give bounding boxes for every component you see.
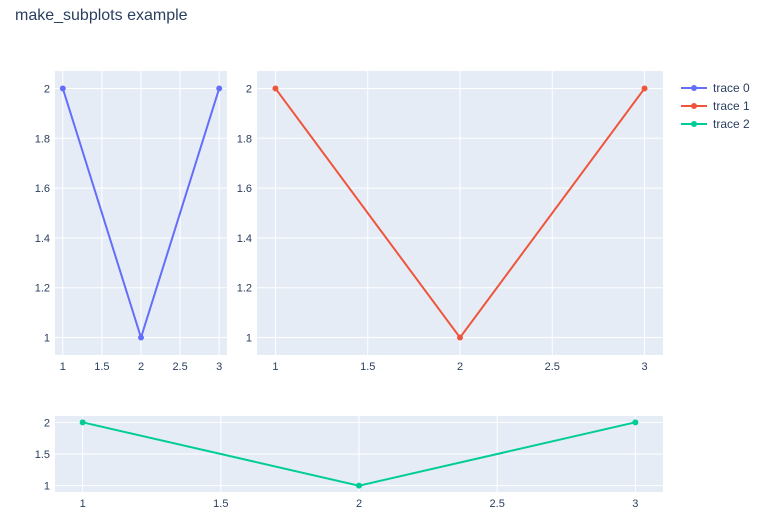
data-point <box>138 334 144 341</box>
data-point <box>216 85 223 92</box>
y-tick-label: 1 <box>44 333 50 345</box>
y-tick-label: 2 <box>44 417 50 429</box>
legend: trace 0 trace 1 trace 2 <box>681 81 750 131</box>
legend-label: trace 2 <box>713 117 750 131</box>
data-point <box>79 419 86 426</box>
x-tick-label: 2 <box>356 498 362 510</box>
x-tick-label: 1 <box>272 361 278 373</box>
legend-swatch-marker <box>691 103 697 109</box>
x-tick-label: 3 <box>641 361 647 373</box>
x-tick-label: 1.5 <box>213 498 228 510</box>
x-tick-label: 1.5 <box>360 361 375 373</box>
data-point <box>356 482 362 489</box>
y-tick-label: 1.8 <box>35 133 50 145</box>
data-point <box>59 85 66 92</box>
legend-label: trace 1 <box>713 99 750 113</box>
x-tick-label: 2.5 <box>545 361 560 373</box>
x-tick-label: 2 <box>457 361 463 373</box>
y-tick-label: 1 <box>44 481 50 493</box>
x-tick-label: 1 <box>80 498 86 510</box>
y-tick-label: 1.5 <box>35 449 50 461</box>
y-tick-label: 1.4 <box>35 233 50 245</box>
data-point <box>641 85 648 92</box>
x-tick-label: 3 <box>632 498 638 510</box>
subplot-top-left: 1 1.5 2 2.5 3 1 1.2 1.4 1.6 1.8 2 <box>35 71 227 373</box>
subplot-top-right: 1 1.5 2 2.5 3 1 1.2 1.4 1.6 1.8 2 <box>237 71 663 373</box>
legend-label: trace 0 <box>713 81 750 95</box>
subplot-bottom: 1 1.5 2 2.5 3 1 1.5 2 <box>35 416 663 510</box>
legend-swatch-marker <box>691 85 697 91</box>
y-tick-label: 1.8 <box>237 133 252 145</box>
x-tick-label: 1 <box>60 361 66 373</box>
x-tick-label: 3 <box>216 361 222 373</box>
data-point <box>632 419 639 426</box>
y-tick-label: 1.4 <box>237 233 252 245</box>
y-tick-label: 1.2 <box>237 283 252 295</box>
y-tick-label: 1 <box>246 333 252 345</box>
y-tick-label: 2 <box>44 83 50 95</box>
x-tick-label: 2 <box>138 361 144 373</box>
data-point <box>272 85 279 92</box>
x-tick-label: 2.5 <box>172 361 187 373</box>
chart-title: make_subplots example <box>15 7 188 24</box>
x-tick-label: 1.5 <box>94 361 109 373</box>
y-tick-label: 1.6 <box>237 183 252 195</box>
y-tick-label: 2 <box>246 83 252 95</box>
x-tick-label: 2.5 <box>490 498 505 510</box>
y-tick-label: 1.6 <box>35 183 50 195</box>
data-point <box>457 334 463 341</box>
y-tick-label: 1.2 <box>35 283 50 295</box>
legend-swatch-marker <box>691 121 697 127</box>
